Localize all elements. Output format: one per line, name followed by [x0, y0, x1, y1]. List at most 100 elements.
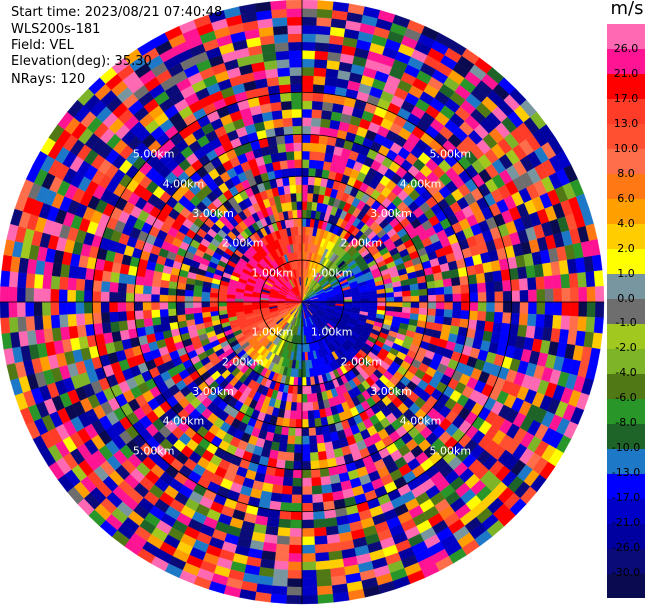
velocity-gate	[301, 410, 309, 420]
velocity-gate	[100, 280, 111, 293]
velocity-gate	[475, 320, 486, 332]
velocity-gate	[301, 159, 310, 169]
velocity-gate	[309, 151, 318, 161]
velocity-gate	[117, 311, 127, 322]
velocity-gate	[316, 585, 333, 596]
velocity-gate	[527, 277, 537, 291]
velocity-gate	[279, 84, 292, 94]
velocity-gate	[297, 226, 303, 236]
velocity-gate	[298, 234, 303, 244]
velocity-gate	[511, 290, 521, 303]
velocity-gate	[401, 307, 412, 314]
velocity-gate	[276, 58, 290, 69]
velocity-gate	[426, 287, 437, 296]
velocity-gate	[167, 301, 177, 310]
velocity-gate	[101, 270, 112, 282]
velocity-gate	[287, 33, 303, 43]
velocity-gate	[410, 307, 420, 315]
velocity-gate	[289, 75, 303, 85]
velocity-gate	[281, 485, 293, 495]
velocity-gate	[301, 494, 313, 504]
range-ring-label: 4.00km	[400, 177, 442, 190]
velocity-gate	[568, 272, 579, 289]
velocity-gate	[291, 486, 303, 496]
velocity-gate	[234, 301, 244, 306]
velocity-gate	[485, 311, 495, 323]
velocity-gates	[0, 0, 605, 605]
velocity-gate	[553, 288, 563, 303]
velocity-gate	[301, 0, 318, 9]
velocity-gate	[167, 287, 178, 296]
velocity-gate	[159, 301, 169, 310]
velocity-gate	[593, 270, 604, 287]
velocity-gate	[320, 475, 332, 486]
velocity-gate	[160, 279, 170, 289]
velocity-gate	[444, 293, 454, 303]
velocity-gate	[519, 301, 529, 315]
range-ring-label: 1.00km	[311, 266, 353, 279]
velocity-gate	[33, 273, 44, 289]
velocity-gate	[518, 313, 529, 326]
velocity-gate	[33, 315, 44, 331]
velocity-gate	[289, 410, 297, 420]
velocity-gate	[25, 287, 35, 303]
range-ring-label: 4.00km	[400, 415, 442, 428]
velocity-gate	[290, 83, 303, 93]
velocity-gate	[444, 301, 454, 311]
velocity-gate	[314, 543, 329, 554]
velocity-gate	[301, 50, 316, 60]
velocity-gate	[296, 192, 303, 202]
velocity-gate	[287, 167, 296, 178]
velocity-gate	[268, 144, 279, 155]
velocity-gate	[467, 319, 478, 330]
range-ring-label: 4.00km	[163, 415, 205, 428]
velocity-gate	[307, 192, 314, 203]
velocity-gate	[297, 217, 303, 227]
velocity-gate	[293, 218, 299, 228]
velocity-gate	[315, 552, 330, 562]
velocity-gate	[41, 301, 51, 316]
velocity-gate	[301, 33, 317, 43]
velocity-gate	[593, 317, 604, 334]
velocity-gate	[288, 544, 303, 554]
velocity-gate	[134, 310, 144, 320]
velocity-gate	[283, 125, 294, 136]
velocity-gate	[290, 502, 303, 512]
velocity-gate	[275, 459, 286, 470]
velocity-gate	[17, 316, 27, 332]
velocity-gate	[142, 309, 152, 319]
velocity-gate	[270, 492, 282, 503]
velocity-gate	[117, 292, 127, 303]
range-ring-label: 2.00km	[341, 237, 383, 250]
velocity-gate	[484, 271, 495, 283]
velocity-gate	[209, 297, 219, 303]
velocity-gate	[118, 320, 129, 332]
velocity-gate	[301, 83, 314, 93]
velocity-gate	[286, 586, 303, 596]
velocity-gate	[319, 467, 330, 478]
velocity-gate	[301, 586, 318, 596]
velocity-gate	[33, 287, 43, 303]
velocity-gate	[313, 409, 321, 419]
velocity-gate	[274, 42, 289, 52]
velocity-gate	[376, 293, 386, 299]
velocity-gate	[288, 50, 303, 60]
velocity-gate	[385, 301, 395, 307]
velocity-gate	[317, 0, 334, 11]
velocity-gate	[285, 142, 295, 152]
velocity-gate	[84, 312, 94, 325]
velocity-gate	[58, 276, 69, 290]
velocity-gate	[518, 278, 529, 291]
velocity-gate	[143, 276, 154, 287]
velocity-gate	[67, 277, 77, 291]
velocity-gate	[275, 134, 286, 145]
velocity-gate	[75, 301, 85, 315]
velocity-gate	[209, 301, 219, 307]
velocity-gate	[151, 316, 162, 326]
velocity-gate	[294, 159, 303, 169]
velocity-gate	[322, 101, 334, 112]
velocity-gate	[50, 314, 61, 329]
velocity-gate	[313, 527, 327, 537]
velocity-gate	[486, 291, 496, 303]
velocity-gate	[288, 41, 303, 51]
